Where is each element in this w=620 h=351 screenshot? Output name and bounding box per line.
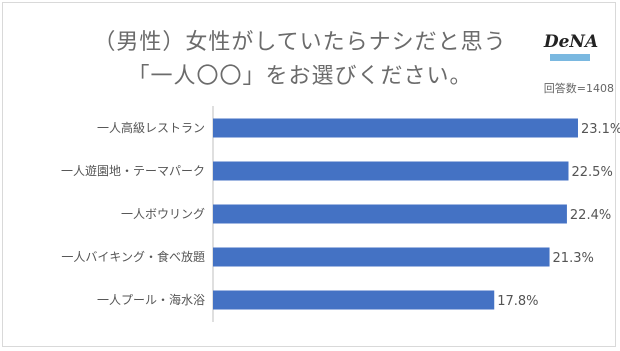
brand-logo-strip [550, 54, 590, 61]
value-label: 22.4% [570, 208, 611, 223]
category-label: 一人遊園地・テーマパーク [61, 163, 205, 178]
brand-logo: DeNA [540, 32, 602, 66]
bar [213, 161, 569, 181]
category-label: 一人プール・海水浴 [97, 292, 205, 307]
bar [213, 118, 578, 138]
chart-title-line2: 「一人〇〇」をお選びください。 [127, 64, 473, 89]
bar [213, 204, 567, 224]
category-label: 一人ボウリング [121, 207, 205, 221]
value-label: 22.5% [572, 165, 613, 180]
respondents-count: 回答数=1408 [543, 82, 614, 95]
bar [213, 247, 550, 267]
brand-logo-text: DeNA [543, 32, 599, 52]
chart-title-line1: （男性）女性がしていたらナシだと思う [93, 30, 507, 55]
category-label: 一人バイキング・食べ放題 [61, 249, 205, 264]
bar [213, 290, 495, 310]
category-label: 一人高級レストラン [97, 120, 205, 135]
value-label: 23.1% [581, 122, 620, 137]
value-label: 21.3% [553, 251, 594, 266]
chart-frame [2, 2, 616, 347]
value-label: 17.8% [497, 294, 538, 309]
